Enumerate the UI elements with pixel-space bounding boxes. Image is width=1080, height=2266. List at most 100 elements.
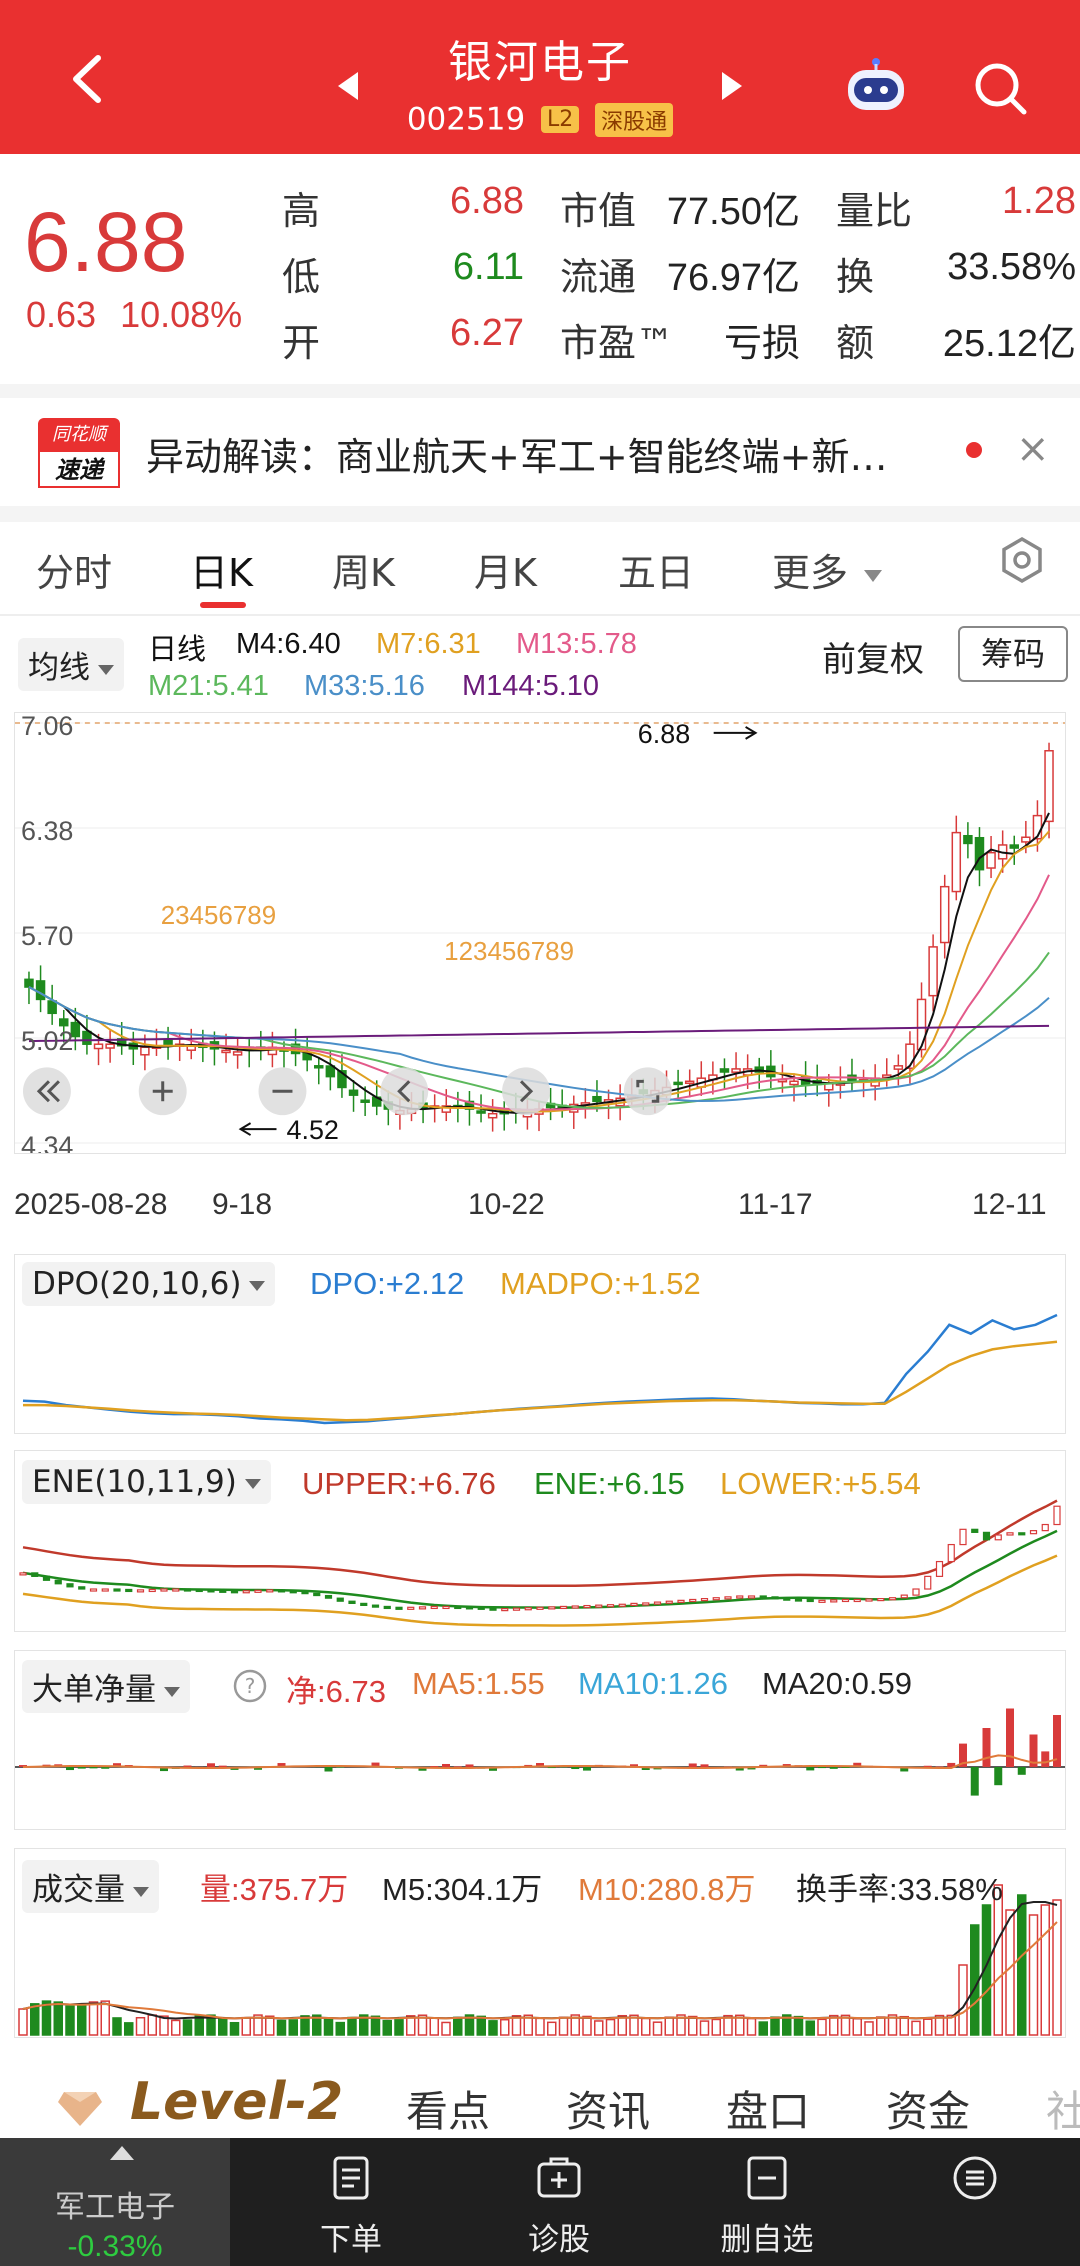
- tab-capital[interactable]: 资金: [886, 2087, 971, 2136]
- tab-more[interactable]: 更多: [772, 542, 883, 597]
- madpo-value: MADPO:+1.52: [500, 1266, 701, 1301]
- pe-value: 亏损: [723, 323, 800, 365]
- candle-body: [24, 978, 34, 988]
- indicator-selector[interactable]: 均线: [18, 638, 124, 691]
- candle-body: [951, 831, 962, 893]
- volume-bar: [829, 2014, 839, 2036]
- ene-candle: [371, 1604, 380, 1608]
- stock-code: 002519: [406, 101, 526, 138]
- volume-selector[interactable]: 成交量: [22, 1860, 159, 1913]
- y-tick-label: 6.38: [21, 816, 73, 846]
- prev-stock-icon[interactable]: [338, 72, 358, 100]
- volume-bar: [300, 2015, 310, 2036]
- volume-bar: [429, 2017, 439, 2036]
- ene-candle: [653, 1601, 662, 1605]
- candlestick-chart[interactable]: 7.06 6.38 5.70 5.02 4.34 6.88 4.52 23456789 123…: [14, 712, 1066, 1154]
- indicator-selector-label: 均线: [28, 650, 90, 686]
- next-stock-icon[interactable]: [722, 72, 742, 100]
- volume-panel[interactable]: [14, 1848, 1066, 2038]
- big-order-bar: [207, 1763, 215, 1767]
- ene-selector[interactable]: ENE(10,11,9): [22, 1460, 271, 1504]
- back-arrow-icon[interactable]: [62, 52, 116, 106]
- high-label: 高: [282, 189, 321, 233]
- big-order-bar: [900, 1767, 909, 1772]
- tab-order-book[interactable]: 盘口: [726, 2087, 811, 2136]
- volume-bar: [770, 2016, 780, 2036]
- fullscreen-button[interactable]: [623, 1067, 672, 1116]
- tab-highlights[interactable]: 看点: [406, 2087, 491, 2136]
- tab-more-label: 更多: [772, 551, 849, 595]
- y-tick-label: 5.02: [21, 1026, 73, 1056]
- turnover-rate-text: 换手率:33.58%: [796, 1872, 1003, 1907]
- top-bar: 银河电子 002519 L2 深股通: [0, 0, 1080, 154]
- level2-brand[interactable]: Level-2: [130, 2072, 344, 2132]
- volume-m10-value: M10:280.8万: [578, 1872, 756, 1907]
- rewind-button[interactable]: [22, 1067, 71, 1116]
- nav-remove-watchlist[interactable]: 删自选: [692, 2138, 842, 2266]
- volume-bar: [664, 2016, 674, 2036]
- ene-candle: [559, 1605, 568, 1610]
- tab-weekly-k[interactable]: 周K: [332, 551, 395, 595]
- open-value: 6.27: [450, 312, 524, 354]
- news-logo: 同花顺 速递: [38, 418, 120, 488]
- zoom-in-button[interactable]: [138, 1067, 187, 1116]
- ene-candle: [113, 1588, 121, 1592]
- adjust-mode[interactable]: 前复权: [822, 640, 924, 680]
- ene-candle: [172, 1588, 180, 1592]
- stock-subtitle: 002519 L2 深股通: [0, 100, 1080, 138]
- big-order-bar: [218, 1765, 227, 1767]
- news-headline[interactable]: 异动解读：商业航天+军工+智能终端+新…: [146, 435, 888, 479]
- volume-bar: [852, 2017, 862, 2036]
- dpo-selector[interactable]: DPO(20,10,6): [22, 1262, 276, 1306]
- big-order-bar: [371, 1762, 380, 1767]
- volume-bar: [417, 2014, 428, 2036]
- tab-news[interactable]: 资讯: [566, 2087, 651, 2136]
- volume-bar: [735, 2014, 745, 2036]
- volume-ratio-label: 量比: [836, 189, 913, 233]
- robot-assistant-icon[interactable]: [842, 56, 910, 114]
- candle-body: [105, 1043, 115, 1049]
- news-ticker[interactable]: 同花顺 速递 异动解读：商业航天+军工+智能终端+新… ×: [0, 398, 1080, 506]
- nav-diagnose[interactable]: 诊股: [484, 2138, 634, 2266]
- nav-order[interactable]: 下单: [276, 2138, 426, 2266]
- big-order-bar: [994, 1767, 1003, 1786]
- pan-left-button[interactable]: [380, 1067, 429, 1116]
- volume-bar: [805, 2020, 815, 2036]
- expand-up-icon: [110, 2146, 134, 2160]
- big-order-bar: [430, 1766, 439, 1767]
- search-icon[interactable]: [970, 58, 1030, 118]
- tab-monthly-k[interactable]: 月K: [474, 551, 537, 595]
- candle-body: [789, 1080, 799, 1086]
- settings-icon[interactable]: [998, 536, 1046, 584]
- volume-selector-label: 成交量: [32, 1872, 125, 1908]
- chip-distribution-button[interactable]: 筹码: [958, 626, 1068, 682]
- volume-bar: [1040, 1904, 1050, 2036]
- big-order-selector[interactable]: 大单净量: [22, 1660, 190, 1713]
- tab-community[interactable]: 社: [1046, 2087, 1080, 2136]
- candle-body: [221, 1049, 231, 1054]
- ene-candle: [783, 1597, 791, 1601]
- ene-candle: [841, 1598, 850, 1603]
- expand-icon: [636, 1079, 644, 1088]
- low-arrow-head: [238, 1122, 252, 1136]
- pan-right-button[interactable]: [502, 1067, 550, 1116]
- tab-five-day[interactable]: 五日: [618, 551, 695, 595]
- big-order-bar: [806, 1767, 815, 1771]
- big-order-bar: [818, 1767, 826, 1769]
- nav-menu[interactable]: [900, 2138, 1050, 2266]
- ene-candle: [583, 1604, 591, 1609]
- volume-bar: [500, 2018, 510, 2036]
- close-icon[interactable]: ×: [1016, 426, 1050, 472]
- volume-bar: [100, 2000, 110, 2036]
- volume-bar: [441, 2021, 451, 2036]
- volume-bar: [159, 2015, 169, 2036]
- sector-ticker[interactable]: 军工电子 -0.33%: [0, 2138, 230, 2266]
- candle-body: [325, 1065, 336, 1078]
- help-icon[interactable]: ?: [232, 1668, 268, 1704]
- tab-daily-k[interactable]: 日K: [190, 551, 253, 595]
- ene-candle: [548, 1606, 556, 1610]
- zoom-out-button[interactable]: [258, 1067, 307, 1116]
- tab-intraday[interactable]: 分时: [36, 551, 113, 595]
- candle-body: [1009, 844, 1019, 849]
- divider: [0, 384, 1080, 400]
